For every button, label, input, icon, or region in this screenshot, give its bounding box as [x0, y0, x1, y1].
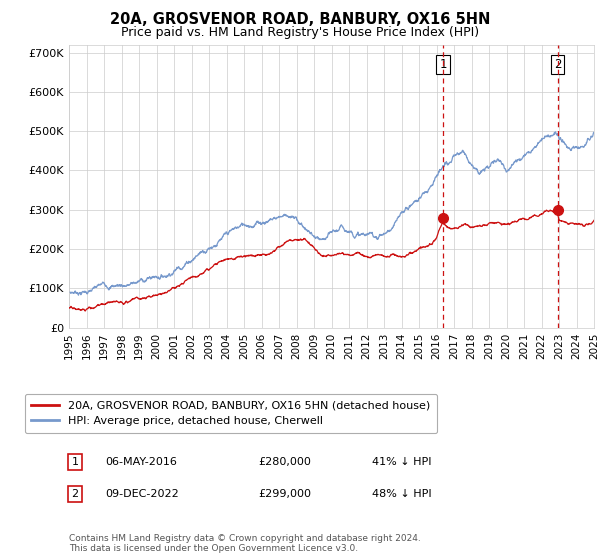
Text: Contains HM Land Registry data © Crown copyright and database right 2024.
This d: Contains HM Land Registry data © Crown c… — [69, 534, 421, 553]
Legend: 20A, GROSVENOR ROAD, BANBURY, OX16 5HN (detached house), HPI: Average price, det: 20A, GROSVENOR ROAD, BANBURY, OX16 5HN (… — [25, 394, 437, 433]
Text: Price paid vs. HM Land Registry's House Price Index (HPI): Price paid vs. HM Land Registry's House … — [121, 26, 479, 39]
Text: 48% ↓ HPI: 48% ↓ HPI — [372, 489, 431, 499]
Text: £280,000: £280,000 — [258, 457, 311, 467]
Text: 2: 2 — [71, 489, 79, 499]
Text: 41% ↓ HPI: 41% ↓ HPI — [372, 457, 431, 467]
Text: 09-DEC-2022: 09-DEC-2022 — [105, 489, 179, 499]
Text: 1: 1 — [439, 58, 447, 71]
Text: 2: 2 — [554, 58, 562, 71]
Text: 06-MAY-2016: 06-MAY-2016 — [105, 457, 177, 467]
Text: 20A, GROSVENOR ROAD, BANBURY, OX16 5HN: 20A, GROSVENOR ROAD, BANBURY, OX16 5HN — [110, 12, 490, 27]
Text: £299,000: £299,000 — [258, 489, 311, 499]
Text: 1: 1 — [71, 457, 79, 467]
